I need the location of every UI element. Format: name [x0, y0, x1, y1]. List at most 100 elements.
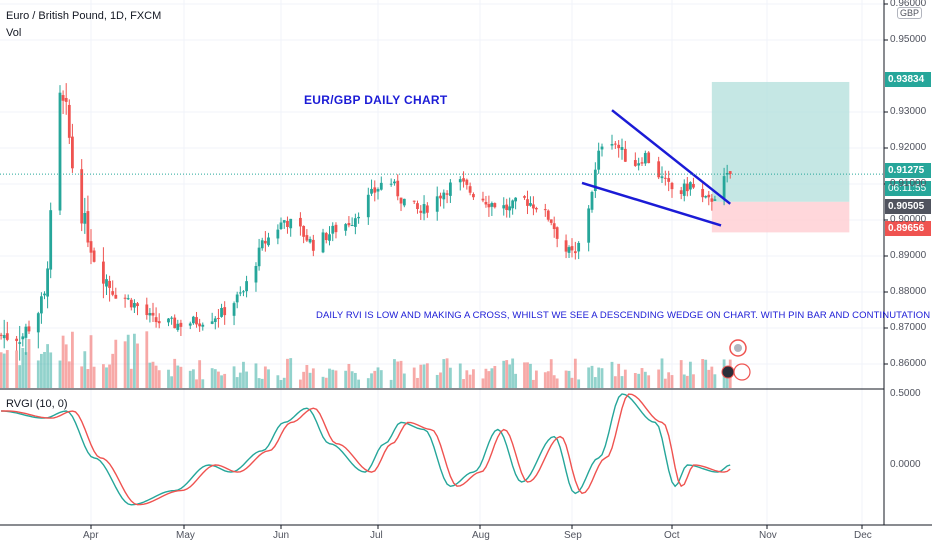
candle-body — [620, 147, 624, 150]
candle-body — [299, 217, 302, 227]
volume-bar — [5, 350, 9, 388]
volume-bar — [43, 351, 46, 388]
candle-body — [481, 198, 485, 201]
candle-body — [24, 326, 28, 338]
volume-bar — [481, 378, 485, 388]
volume-bar — [353, 372, 357, 388]
volume-label[interactable]: Vol — [6, 27, 22, 39]
candle-body — [5, 333, 9, 340]
candle-body — [490, 203, 494, 207]
candle-body — [587, 208, 591, 243]
volume-bar — [111, 353, 115, 388]
candle-body — [543, 209, 547, 211]
volume-bar — [176, 365, 180, 388]
volume-bar — [223, 373, 227, 388]
volume-bar — [0, 352, 3, 388]
candle-body — [505, 204, 509, 211]
volume-bar — [201, 379, 205, 388]
candle-body — [647, 152, 651, 164]
candle-body — [267, 237, 270, 246]
candle-body — [546, 210, 550, 220]
volume-bar — [238, 372, 242, 388]
volume-bar — [36, 360, 40, 388]
volume-bar — [321, 376, 325, 388]
wedge-upper-line — [611, 109, 732, 205]
candle-body — [532, 204, 535, 209]
volume-bar — [425, 363, 429, 388]
candle-body — [448, 182, 452, 196]
last-price-tag: 0.91275 — [885, 163, 931, 178]
candle-body — [245, 281, 248, 292]
candle-body — [570, 246, 574, 251]
volume-bar — [685, 375, 689, 388]
candle-body — [191, 316, 195, 324]
volume-bar — [570, 377, 574, 388]
volume-bar — [435, 374, 439, 388]
volume-bar — [89, 335, 93, 388]
volume-bar — [472, 369, 475, 388]
candle-body — [49, 210, 53, 270]
volume-bar — [487, 371, 491, 388]
candle-body — [465, 179, 469, 185]
volume-bar — [92, 366, 96, 388]
volume-bar — [145, 331, 149, 388]
candle-body — [707, 194, 711, 198]
price-tick-label: 0.88000 — [890, 286, 927, 297]
volume-bar — [232, 366, 236, 388]
candle-body — [305, 235, 309, 241]
volume-bar — [328, 368, 331, 388]
volume-bar — [154, 365, 158, 388]
candle-body — [487, 204, 491, 208]
candle-body — [701, 188, 705, 198]
candle-body — [36, 313, 40, 333]
volume-bar — [546, 371, 550, 388]
volume-bar — [2, 353, 6, 388]
position-zones — [711, 81, 850, 233]
candlesticks — [0, 83, 732, 361]
volume-bar — [376, 367, 380, 388]
chart-annotation-note: DAILY RVI IS LOW AND MAKING A CROSS, WHI… — [316, 310, 931, 321]
volume-bar — [640, 368, 644, 388]
volume-bar — [508, 364, 512, 388]
price-tick-label: 0.86000 — [890, 358, 927, 369]
candle-body — [514, 197, 518, 202]
volume-bar — [534, 370, 538, 388]
candle-body — [235, 294, 239, 303]
rvgi-line — [1, 393, 731, 506]
volume-bar — [267, 369, 270, 388]
candle-body — [254, 266, 258, 283]
volume-bar — [220, 375, 223, 388]
volume-bar — [660, 358, 664, 388]
candle-body — [412, 200, 416, 202]
candle-body — [279, 222, 283, 229]
volume-bar — [136, 343, 139, 388]
candle-body — [67, 104, 71, 138]
symbol-title[interactable]: Euro / British Pound, 1D, FXCM — [6, 10, 162, 22]
candle-body — [549, 219, 553, 223]
volume-bar — [373, 370, 377, 388]
volume-bar — [235, 377, 239, 388]
candle-body — [445, 193, 449, 195]
candle-body — [660, 176, 664, 179]
candle-body — [435, 196, 439, 212]
event-icons[interactable] — [721, 339, 751, 381]
currency-badge[interactable]: GBP — [897, 7, 923, 19]
entry-price-tag: 0.90505 — [885, 199, 931, 214]
candle-body — [232, 303, 236, 316]
indicator-label[interactable]: RVGI (10, 0) — [6, 398, 68, 410]
candle-body — [376, 189, 380, 192]
volume-bar — [64, 344, 68, 388]
candle-body — [508, 206, 512, 211]
volume-bar — [157, 370, 161, 388]
volume-bar — [108, 364, 111, 388]
volume-bar — [133, 333, 136, 388]
candle-body — [108, 280, 111, 288]
volume-bar — [416, 377, 419, 388]
volume-bar — [129, 368, 133, 388]
candle-body — [353, 218, 357, 227]
candle-body — [610, 144, 614, 146]
volume-bar — [465, 370, 469, 388]
volume-bar — [279, 379, 283, 388]
candle-body — [238, 292, 242, 294]
candle-body — [154, 317, 158, 323]
